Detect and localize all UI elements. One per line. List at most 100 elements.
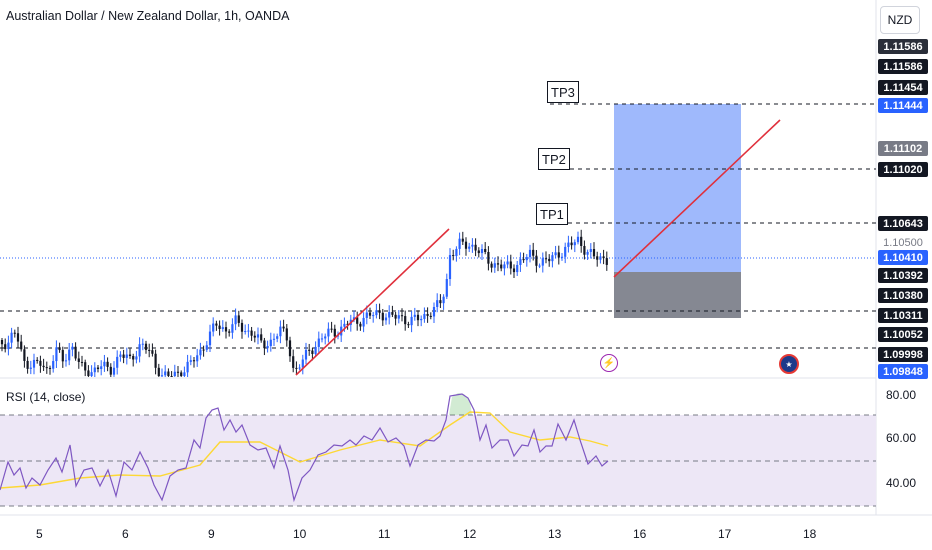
time-axis-label: 10 [293,527,307,541]
candle-body [426,313,429,316]
candle-body [141,343,144,345]
candle-body [128,354,132,357]
candle-body [167,371,170,376]
candle-body [16,333,20,342]
candle-body [570,242,573,246]
candle-body [144,343,148,350]
tp2-label[interactable]: TP2 [538,148,570,170]
candle-body [301,359,304,368]
globe-flag-icon[interactable]: ★ [779,354,799,374]
candle-body [7,342,10,350]
candle-body [375,310,378,316]
candle-body [333,328,336,337]
candle-body [346,323,349,325]
candle-body [413,314,416,317]
trend-line-2[interactable] [613,119,781,278]
candle-body [512,268,516,273]
candle-body [487,251,490,264]
candle-body [493,263,496,268]
candle-body [192,360,196,362]
tp1-label[interactable]: TP1 [536,203,568,225]
candle-body [224,327,228,332]
candle-body [151,350,154,354]
candle-body [256,334,260,338]
candle-body [282,326,285,329]
candle-body [327,328,330,337]
candle-body [231,324,234,333]
candle-body [330,328,333,330]
candle-body [36,359,39,361]
tp3-label[interactable]: TP3 [547,81,579,103]
level-lines [0,103,876,349]
candle-body [596,256,599,260]
candle-body [506,261,509,265]
candle-body [215,323,218,326]
candle-body [407,324,410,326]
trend-line-1[interactable] [295,228,450,376]
chart-title: Australian Dollar / New Zealand Dollar, … [6,9,290,23]
candle-body [410,316,413,326]
price-axis-label: 1.10052 [878,327,928,342]
candle-body [228,331,231,333]
rsi-axis-label: 60.00 [886,431,917,445]
candle-body [583,245,586,255]
candle-body [442,296,445,304]
candle-body [564,246,567,257]
candle-body [244,331,247,333]
candle-body [205,345,208,350]
candle-body [295,367,298,369]
candle-body [68,349,71,361]
candle-body [269,339,272,347]
candle-body [160,375,164,377]
candle-body [93,367,96,373]
candle-body [560,256,564,258]
candle-body [196,355,199,362]
candle-body [240,322,244,332]
candle-body [480,248,484,254]
candle-body [544,258,548,260]
candle-body [304,349,308,360]
candle-body [260,334,263,341]
time-axis-label: 18 [803,527,817,541]
currency-button[interactable]: NZD [880,6,920,34]
candle-body [538,265,541,267]
rsi-ma-line [0,411,609,489]
time-axis-label: 6 [122,527,129,541]
candle-body [64,360,68,362]
rsi-overbought-fill [449,393,472,415]
candle-body [26,360,29,369]
candle-body [253,335,256,338]
time-axis-label: 12 [463,527,477,541]
candle-body [10,332,13,343]
candle-body [359,323,362,327]
candle-body [199,349,202,356]
candle-body [602,256,605,259]
candle-body [0,340,4,345]
candle-body [100,366,103,370]
candle-body [314,346,317,354]
candle-body [445,279,448,297]
candle-body [138,344,141,357]
candle-body [170,376,173,377]
candle-body [429,315,432,317]
candle-body [605,258,608,265]
candle-body [468,246,471,249]
candle-body [397,315,400,319]
candle-body [234,315,237,325]
candle-body [45,367,48,369]
candle-body [522,259,525,261]
target-zone[interactable] [614,104,741,272]
candle-body [58,347,61,351]
candle-body [148,349,151,351]
candle-body [471,244,474,247]
price-axis-label: 1.10410 [878,250,928,265]
candle-body [448,255,452,280]
candle-body [532,249,535,256]
stop-zone[interactable] [614,272,741,318]
candle-body [292,356,295,368]
price-axis-label: 1.09848 [878,364,928,379]
time-axis-label: 13 [548,527,562,541]
price-axis-label: 1.11586 [878,59,928,74]
candle-body [180,372,183,376]
lightning-icon[interactable]: ⚡ [600,354,618,372]
